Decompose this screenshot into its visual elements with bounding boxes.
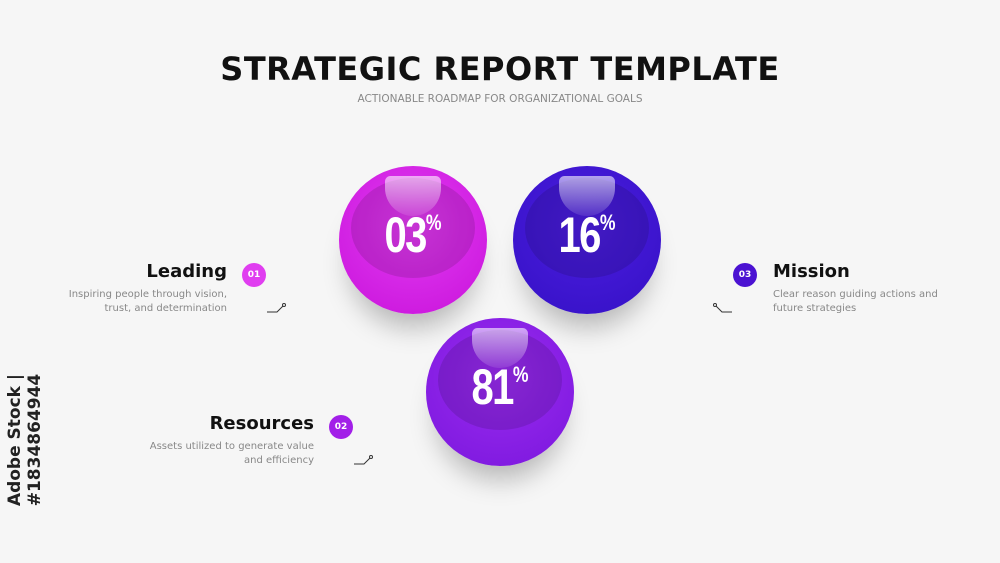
connector-icon xyxy=(713,303,732,313)
page-title: STRATEGIC REPORT TEMPLATE xyxy=(220,50,780,88)
sphere-value: 16% xyxy=(528,206,646,264)
connector-icon xyxy=(354,455,373,465)
stock-watermark: Adobe Stock | #1834864944 xyxy=(5,373,45,507)
badge-03: 03 xyxy=(733,263,757,287)
item-leading: Leading Inspiring people through vision,… xyxy=(57,261,227,316)
sphere-value: 81% xyxy=(441,358,559,416)
item-resources: Resources Assets utilized to generate va… xyxy=(144,413,314,468)
sphere-resources: 81% xyxy=(426,318,574,466)
connector-icon xyxy=(267,303,286,313)
item-mission: Mission Clear reason guiding actions and… xyxy=(773,261,943,316)
item-description: Assets utilized to generate value and ef… xyxy=(149,441,314,466)
item-description: Clear reason guiding actions and future … xyxy=(773,289,938,314)
sphere-leading: 03% xyxy=(339,166,487,314)
page-subtitle: ACTIONABLE ROADMAP FOR ORGANIZATIONAL GO… xyxy=(357,93,643,105)
value-number: 16 xyxy=(558,207,602,263)
badge-01: 01 xyxy=(242,263,266,287)
sphere-mission: 16% xyxy=(513,166,661,314)
value-number: 81 xyxy=(471,359,515,415)
value-unit: % xyxy=(512,362,529,387)
value-number: 03 xyxy=(384,207,428,263)
value-unit: % xyxy=(599,210,616,235)
item-title: Mission xyxy=(773,261,850,282)
badge-02: 02 xyxy=(329,415,353,439)
item-title: Leading xyxy=(146,261,227,282)
sphere-value: 03% xyxy=(354,206,472,264)
value-unit: % xyxy=(425,210,442,235)
item-description: Inspiring people through vision, trust, … xyxy=(68,289,227,314)
item-title: Resources xyxy=(209,413,314,434)
